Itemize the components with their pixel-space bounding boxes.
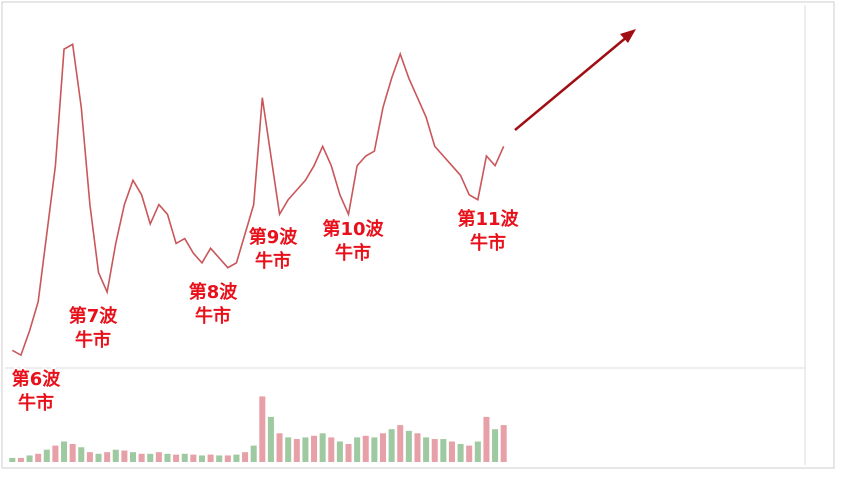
volume-bar <box>311 435 318 462</box>
volume-bar <box>319 433 326 462</box>
frame <box>1 1 835 469</box>
volume-bar <box>233 454 240 462</box>
volume-bar <box>345 443 352 462</box>
volume-bar <box>466 445 473 462</box>
volume-bar <box>207 454 214 462</box>
volume-bar <box>104 452 111 462</box>
volume-bar <box>95 453 102 462</box>
volume-bar <box>276 433 283 462</box>
volume-bar <box>181 453 188 462</box>
volume-bar <box>448 441 455 462</box>
volume-bar <box>414 433 421 462</box>
arrow-head <box>620 29 636 43</box>
annotation: 牛市 <box>195 305 231 327</box>
volume-bar <box>129 452 137 462</box>
volume-bar <box>9 457 16 462</box>
volume-bar <box>69 443 76 462</box>
volume-bar <box>121 450 128 462</box>
annotation: 第8波 <box>189 281 239 303</box>
annotation: 第9波 <box>249 226 299 248</box>
volume-bar <box>483 416 490 462</box>
volume-bar <box>371 437 378 462</box>
volume-bar <box>242 452 249 462</box>
volume-bar <box>285 437 292 462</box>
volume-bar <box>198 455 205 462</box>
annotation: 第6波 <box>12 368 62 390</box>
volume-bar <box>354 437 361 462</box>
volume-bar <box>431 439 438 462</box>
volume-bar <box>474 441 481 462</box>
annotation: 牛市 <box>18 392 54 414</box>
volume-bar <box>492 429 499 462</box>
volume-bar <box>224 455 231 462</box>
volume-bar <box>397 425 404 462</box>
volume-bar <box>190 454 197 462</box>
volume-bar <box>457 443 464 462</box>
volume-bar <box>17 457 24 462</box>
volume-bar <box>379 433 387 462</box>
annotation: 牛市 <box>470 232 506 254</box>
annotation: 牛市 <box>255 250 291 272</box>
volume-bar <box>52 445 59 462</box>
volume-bar <box>78 447 85 462</box>
volume-bar <box>86 452 93 462</box>
price-line <box>11 43 505 357</box>
volume-bar <box>267 416 274 462</box>
volume-bar <box>293 439 300 462</box>
volume-bar <box>112 449 119 462</box>
volume-bar <box>250 445 257 462</box>
volume-bar <box>35 453 42 462</box>
volume-bar <box>388 429 395 462</box>
volume-bar <box>43 449 50 462</box>
annotation: 第10波 <box>322 218 384 240</box>
volume-bar <box>328 437 335 462</box>
volume-bar <box>26 455 33 462</box>
volume-bar <box>138 453 145 462</box>
volume-bar <box>147 453 154 462</box>
volume-bar <box>155 452 162 462</box>
volume-bar <box>362 435 369 462</box>
volume-bar <box>216 455 223 462</box>
volume-bar <box>405 430 412 462</box>
volume-bar <box>302 437 309 462</box>
volume-bar <box>440 439 447 462</box>
volume-bar <box>173 454 180 462</box>
trend-arrow <box>514 35 629 131</box>
annotation: 牛市 <box>335 242 371 264</box>
volume-bar <box>423 437 430 462</box>
annotation: 牛市 <box>75 329 111 351</box>
annotation: 第7波 <box>69 305 119 327</box>
volume-bar <box>500 425 507 462</box>
volume-bar <box>164 453 171 462</box>
volume-bar <box>259 396 266 462</box>
annotation: 第11波 <box>457 208 519 230</box>
volume-bar <box>61 441 68 462</box>
volume-bar <box>336 441 343 462</box>
